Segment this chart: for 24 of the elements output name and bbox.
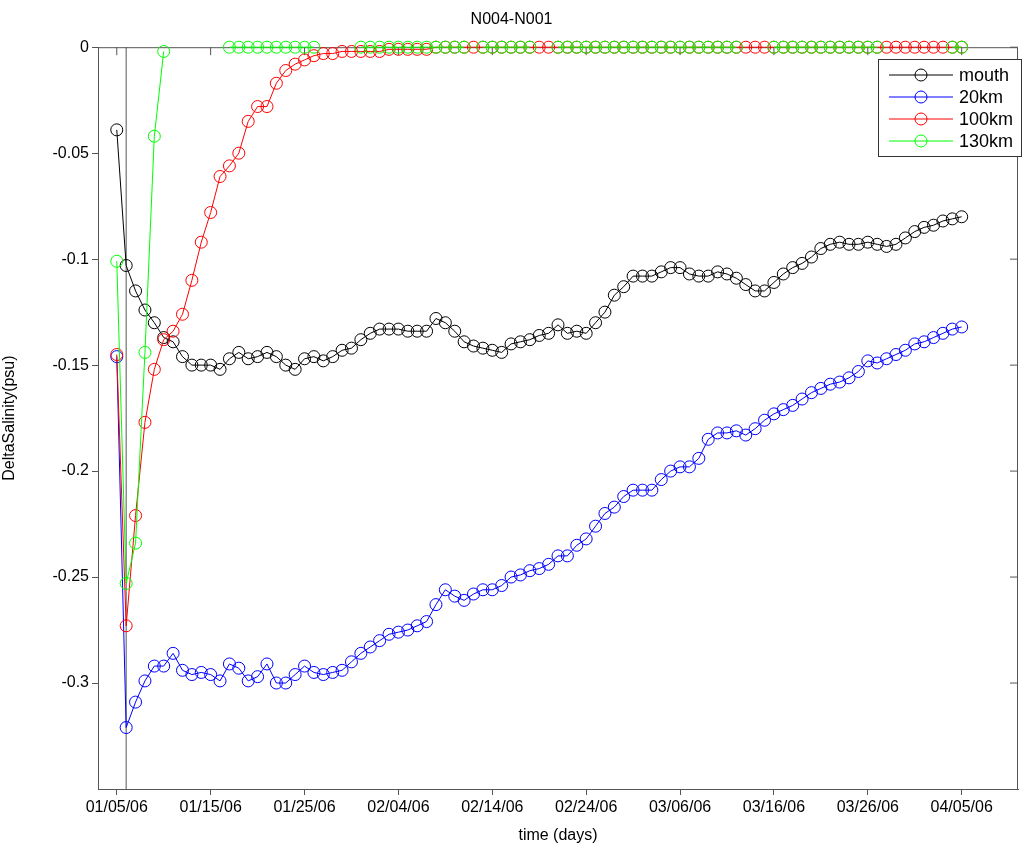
x-tick-label: 03/26/06 xyxy=(836,798,900,816)
x-axis-title: time (days) xyxy=(518,825,598,843)
y-tick-label: -0.3 xyxy=(61,673,90,691)
x-tick-label: 02/04/06 xyxy=(367,798,430,816)
legend-label: 130km xyxy=(958,130,1013,152)
y-tick-label: -0.2 xyxy=(61,461,90,479)
x-tick-label: 04/05/06 xyxy=(930,798,993,816)
legend-label: 20km xyxy=(958,86,1003,108)
y-tick-label: -0.15 xyxy=(52,355,90,373)
y-tick-label: -0.1 xyxy=(61,249,90,267)
legend-label: mouth xyxy=(958,64,1009,86)
x-tick-label: 02/24/06 xyxy=(555,798,618,816)
chart-title: N004-N001 xyxy=(470,10,553,28)
legend-label: 100km xyxy=(958,108,1013,130)
y-tick-label: -0.05 xyxy=(52,143,90,161)
x-tick-label: 02/14/06 xyxy=(461,798,524,816)
x-tick-label: 01/15/06 xyxy=(179,798,242,816)
y-tick-label: -0.25 xyxy=(52,567,90,585)
x-tick-label: 03/06/06 xyxy=(648,798,712,816)
x-tick-label: 01/25/06 xyxy=(273,798,336,816)
x-tick-label: 03/16/06 xyxy=(742,798,806,816)
y-axis-title: DeltaSalinity(psu) xyxy=(0,355,18,481)
x-tick-label: 01/05/06 xyxy=(85,798,149,816)
y-tick-label: 0 xyxy=(80,37,90,55)
